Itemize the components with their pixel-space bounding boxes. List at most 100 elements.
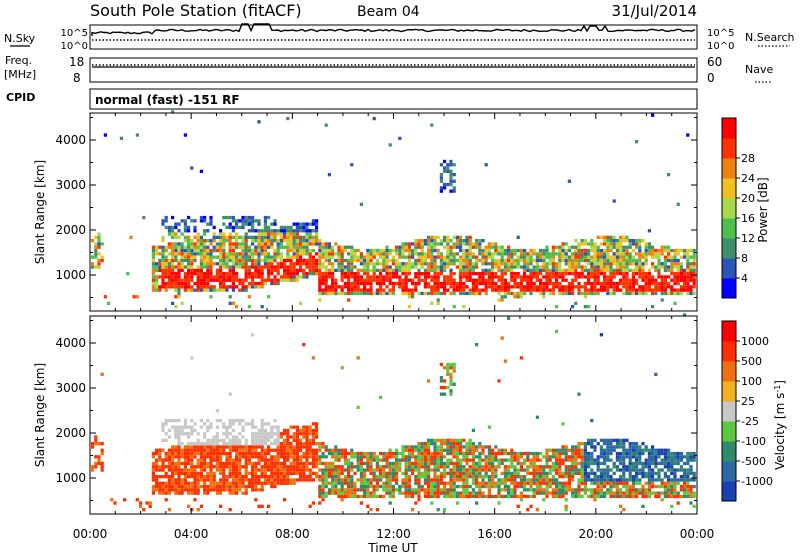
echo-cell: [270, 461, 274, 466]
echo-cell: [510, 491, 514, 495]
echo-cell: [606, 252, 610, 256]
echo-cell: [260, 471, 264, 475]
echo-cell: [203, 468, 207, 472]
echo-cell: [452, 438, 456, 442]
echo-cell: [190, 262, 194, 266]
echo-cell: [299, 432, 303, 436]
echo-cell: [270, 222, 274, 226]
echo-cell: [260, 232, 264, 236]
echo-cell: [337, 481, 341, 485]
echo-cell: [273, 265, 277, 269]
echo-cell: [615, 245, 619, 249]
echo-cell: [212, 451, 216, 456]
echo-cell: [462, 468, 466, 472]
echo-cell: [292, 471, 296, 475]
echo-cell: [609, 468, 613, 472]
echo-cell: [305, 258, 309, 263]
echo-cell: [350, 488, 354, 492]
echo-cell: [395, 461, 399, 466]
echo-cell: [407, 255, 411, 259]
echo-cell: [551, 262, 555, 266]
echo-cell: [190, 481, 194, 485]
echo-cell: [420, 465, 424, 469]
echo-cell: [571, 458, 575, 462]
echo-cell: [241, 435, 245, 439]
echo-cell: [555, 458, 559, 462]
echo-cell: [196, 242, 200, 246]
echo-cell: [417, 461, 421, 466]
echo-cell: [228, 442, 232, 446]
echo-cell: [427, 488, 431, 492]
echo-cell: [532, 468, 536, 472]
echo-cell: [244, 468, 248, 472]
echo-cell: [459, 258, 463, 263]
echo-cell: [161, 268, 165, 272]
echo-cell: [420, 488, 424, 492]
echo-cell: [331, 265, 335, 269]
echo-cell: [478, 258, 482, 263]
echo-cell: [487, 488, 491, 492]
echo-cell: [231, 242, 235, 246]
echo-cell: [158, 455, 162, 459]
echo-cell: [647, 278, 651, 282]
echo-cell: [283, 481, 287, 485]
echo-cell: [171, 232, 175, 236]
echo-cell: [164, 458, 168, 462]
echo-cell: [388, 451, 392, 456]
echo-cell: [641, 255, 645, 259]
echo-cell: [292, 448, 296, 452]
echo-cell: [484, 262, 488, 266]
echo-cell: [190, 285, 194, 289]
echo-cell: [315, 219, 319, 223]
echo-cell: [545, 484, 549, 489]
echo-cell: [567, 288, 571, 292]
echo-cell: [206, 448, 210, 452]
echo-cell: [395, 272, 399, 276]
echo-cell: [209, 222, 213, 226]
echo-cell: [382, 248, 386, 253]
echo-cell: [407, 481, 411, 485]
echo-cell: [631, 488, 635, 492]
echo-cell: [267, 252, 271, 256]
echo-cell: [196, 235, 200, 239]
echo-cell: [503, 281, 507, 286]
echo-cell: [356, 258, 360, 263]
echo-cell: [94, 255, 98, 259]
echo-cell: [654, 255, 658, 259]
echo-cell: [619, 481, 623, 485]
echo-cell: [257, 445, 261, 449]
echo-cell: [596, 272, 600, 276]
echo-cell: [494, 252, 498, 256]
echo-cell: [321, 245, 325, 249]
echo-cell: [548, 468, 552, 472]
echo-cell: [212, 475, 216, 479]
echo-cell: [366, 291, 370, 296]
echo-cell: [215, 488, 219, 492]
echo-cell: [289, 248, 293, 253]
echo-cell: [257, 262, 261, 266]
echo-cell: [276, 481, 280, 485]
echo-cell: [356, 478, 360, 482]
echo-cell: [251, 475, 255, 479]
echo-cell: [251, 235, 255, 239]
echo-cell: [686, 481, 690, 485]
echo-cell: [174, 248, 178, 253]
echo-cell: [167, 468, 171, 472]
echo-cell: [292, 262, 296, 266]
echo-cell: [331, 465, 335, 469]
echo-cell: [180, 242, 184, 246]
echo-cell: [545, 478, 549, 482]
echo-cell: [219, 488, 223, 492]
echo-cell: [228, 242, 232, 246]
echo-cell: [254, 488, 258, 492]
echo-cell: [539, 491, 543, 495]
echo-cell: [417, 272, 421, 276]
echo-cell: [135, 133, 139, 137]
echo-cell: [475, 481, 479, 485]
echo-cell: [203, 229, 207, 233]
echo-cell: [151, 488, 155, 492]
echo-cell: [321, 481, 325, 485]
echo-cell: [177, 481, 181, 485]
echo-cell: [193, 488, 197, 492]
echo-cell: [190, 166, 194, 170]
